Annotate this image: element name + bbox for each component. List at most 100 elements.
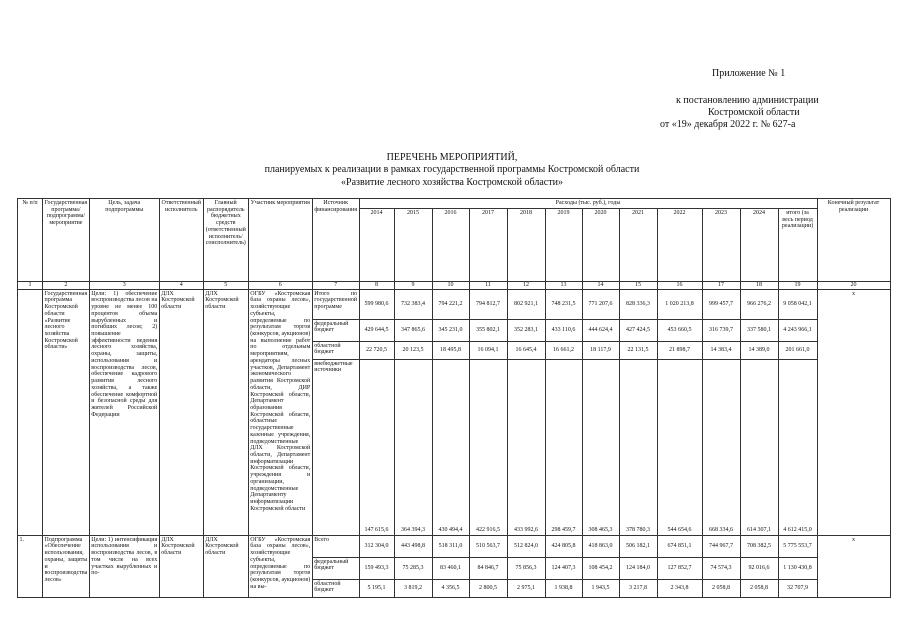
row-cell: ОГБУ «Костромская база охраны лесов», хо… (247, 288, 313, 536)
row-number (17, 288, 43, 536)
amount: 22 131,5 (618, 340, 658, 360)
amount: 92 016,6 (739, 556, 779, 580)
year-header: 2021 (618, 208, 658, 282)
amount: 124 184,0 (618, 556, 658, 580)
column-number: 18 (739, 281, 779, 290)
column-number: 13 (544, 281, 583, 290)
column-number: 16 (656, 281, 703, 290)
row-cell: ОГБУ «Костромская база охраны лесов», хо… (247, 534, 313, 598)
amount: 429 644,5 (358, 318, 395, 342)
amount: 378 780,3 (618, 358, 658, 536)
amount: 298 459,7 (544, 358, 583, 536)
amount: 744 967,7 (701, 534, 741, 558)
amount: 518 311,0 (431, 534, 470, 558)
amount: 308 465,3 (581, 358, 620, 536)
column-number: 17 (701, 281, 741, 290)
column-number: 20 (816, 281, 891, 290)
amount: 427 424,5 (618, 318, 658, 342)
amount: 674 851,1 (656, 534, 703, 558)
amount: 74 574,3 (701, 556, 741, 580)
funding-source: областной бюджет (311, 340, 360, 360)
amount: 5 195,1 (358, 578, 395, 598)
amount: 84 846,7 (468, 556, 508, 580)
row-cell: Цели: 1) интенсификация использования и … (88, 534, 160, 598)
amount: 337 580,1 (739, 318, 779, 342)
year-header: 2014 (358, 208, 395, 282)
amount: 433 992,6 (506, 358, 546, 536)
amount: 614 307,1 (739, 358, 779, 536)
column-number: 15 (618, 281, 658, 290)
year-header: 2019 (544, 208, 583, 282)
subtitle: «Развитие лесного хозяйства Костромской … (341, 177, 563, 188)
amount: 201 661,0 (777, 340, 818, 360)
amount: 794 812,7 (468, 288, 508, 320)
amount: 22 720,5 (358, 340, 395, 360)
funding-source: Всего (311, 534, 360, 558)
amount: 83 460,1 (431, 556, 470, 580)
amount: 506 182,1 (618, 534, 658, 558)
row-cell: Подпрограмма «Обеспечение использования,… (42, 534, 90, 598)
amount: 75 856,3 (506, 556, 546, 580)
amount: 1 130 430,8 (777, 556, 818, 580)
column-header: Государственная программа/ подпрограмма/… (42, 198, 90, 282)
amount: 828 336,3 (618, 288, 658, 320)
column-header: Участник мероприятия (247, 198, 313, 282)
amount: 424 805,8 (544, 534, 583, 558)
appendix: Приложение № 1 (712, 68, 786, 79)
amount: 1 938,8 (544, 578, 583, 598)
group-header: Расходы (тыс. руб.), годы (358, 198, 818, 209)
amount: 794 221,2 (431, 288, 470, 320)
amount: 1 943,5 (581, 578, 620, 598)
column-header: № п/п (17, 198, 43, 282)
amount: 966 276,2 (739, 288, 779, 320)
amount: 2 800,5 (468, 578, 508, 598)
funding-source: федеральный бюджет (311, 556, 360, 580)
row-cell: ДЛХ Костромской области (202, 534, 249, 598)
funding-source: внебюджетные источники (311, 358, 360, 536)
funding-source: федеральный бюджет (311, 318, 360, 342)
column-header: Цель, задача подпрограммы (88, 198, 160, 282)
amount: 433 110,6 (544, 318, 583, 342)
year-header: 2022 (656, 208, 703, 282)
year-header: 2015 (393, 208, 433, 282)
amount: 16 094,1 (468, 340, 508, 360)
column-number: 8 (358, 281, 395, 290)
amount: 422 916,5 (468, 358, 508, 536)
column-header: Источник финансирования (311, 198, 360, 282)
amount: 999 457,7 (701, 288, 741, 320)
amount: 21 898,7 (656, 340, 703, 360)
amount: 1 020 213,8 (656, 288, 703, 320)
row-number: 1. (17, 534, 43, 598)
amount: 771 207,6 (581, 288, 620, 320)
subtitle: планируемых к реализации в рамках госуда… (264, 164, 640, 175)
amount: 316 739,7 (701, 318, 741, 342)
column-header: Главный распорядитель бюджетных средств … (202, 198, 249, 282)
result: х (816, 288, 891, 536)
column-number: 19 (777, 281, 818, 290)
title: ПЕРЕЧЕНЬ МЕРОПРИЯТИЙ, (386, 152, 518, 163)
amount: 4 612 415,0 (777, 358, 818, 536)
result: х (816, 534, 891, 598)
amount: 127 852,7 (656, 556, 703, 580)
amount: 418 863,0 (581, 534, 620, 558)
amount: 14 383,4 (701, 340, 741, 360)
column-header: Ответственный исполнитель (158, 198, 204, 282)
amount: 2 058,8 (701, 578, 741, 598)
amount: 159 493,3 (358, 556, 395, 580)
amount: 4 356,5 (431, 578, 470, 598)
amount: 18 117,9 (581, 340, 620, 360)
amount: 312 304,0 (358, 534, 395, 558)
amount: 20 123,5 (393, 340, 433, 360)
amount: 748 231,5 (544, 288, 583, 320)
amount: 732 383,4 (393, 288, 433, 320)
amount: 668 334,6 (701, 358, 741, 536)
amount: 2 975,1 (506, 578, 546, 598)
year-header: 2020 (581, 208, 620, 282)
amount: 708 382,5 (739, 534, 779, 558)
column-number: 1 (17, 281, 43, 290)
amount: 345 231,0 (431, 318, 470, 342)
measures-table: № п/п Государственная программа/ подпрогр… (17, 198, 891, 598)
year-header: итого (за весь период реализации) (777, 208, 818, 282)
column-number: 4 (158, 281, 204, 290)
row-cell: ДЛХ Костромской области (202, 288, 249, 536)
